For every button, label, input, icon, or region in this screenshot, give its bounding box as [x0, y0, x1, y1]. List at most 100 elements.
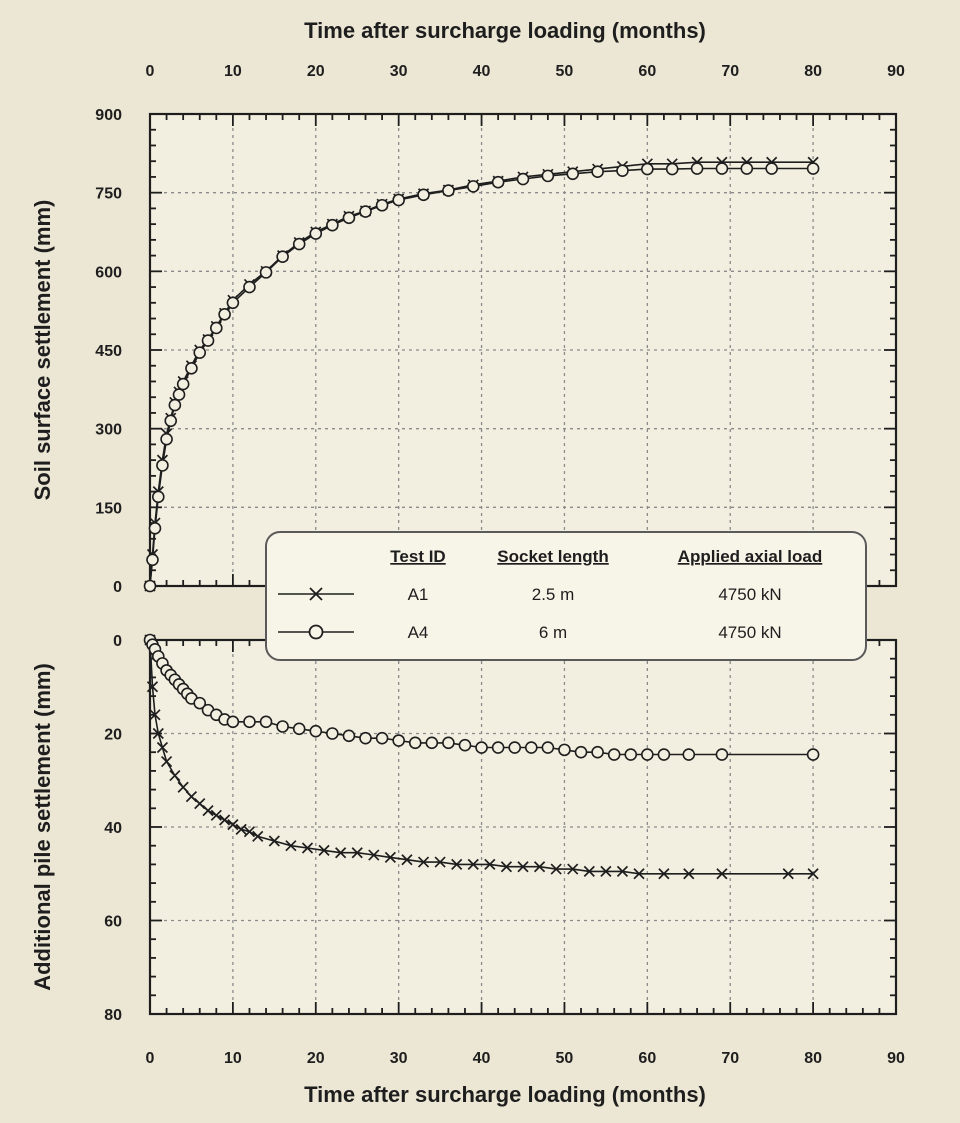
- x-axis-title-bottom: Time after surcharge loading (months): [304, 1082, 706, 1107]
- data-point: [616, 865, 629, 878]
- data-point: [508, 741, 522, 754]
- data-point: [467, 858, 479, 871]
- panel-top: 0 150 300 450 600 750 900 Soil surface settleme…: [30, 107, 898, 596]
- data-point: [226, 296, 240, 310]
- data-point: [359, 205, 372, 218]
- data-point: [401, 854, 413, 866]
- x-tick-label-bottom: 10: [224, 1050, 242, 1067]
- data-point: [193, 346, 207, 359]
- data-point: [665, 162, 679, 176]
- x-tick-label-bottom: 90: [887, 1050, 905, 1067]
- data-point: [782, 868, 794, 880]
- data-point: [156, 459, 169, 472]
- legend-marker-circle: [308, 624, 324, 640]
- data-point: [806, 162, 820, 175]
- y-axis-title-top: Soil surface settlement (mm): [30, 200, 55, 501]
- data-point: [491, 175, 505, 189]
- data-point: [765, 162, 778, 175]
- data-point: [235, 823, 247, 835]
- data-point: [484, 858, 496, 871]
- data-point: [285, 840, 297, 852]
- data-point: [194, 798, 206, 810]
- data-point: [591, 165, 604, 178]
- data-point: [227, 819, 239, 831]
- x-tick-label-top: 60: [638, 63, 656, 80]
- y-tick-label: 80: [104, 1007, 122, 1024]
- data-point: [151, 490, 165, 504]
- data-point: [633, 868, 645, 880]
- data-point: [243, 826, 256, 838]
- data-point: [146, 681, 159, 693]
- data-point: [252, 830, 264, 842]
- legend-test-id: A4: [408, 623, 429, 642]
- data-point: [301, 842, 314, 854]
- data-point: [185, 791, 198, 803]
- y-tick-label: 20: [104, 727, 122, 744]
- legend-socket-length: 6 m: [539, 623, 567, 642]
- x-tick-label-top: 10: [224, 63, 242, 80]
- data-point: [458, 738, 472, 752]
- y-tick-label: 750: [95, 186, 122, 203]
- x-tick-label-bottom: 70: [721, 1050, 739, 1067]
- legend-box: [265, 531, 867, 661]
- data-point: [176, 377, 190, 391]
- legend-test-id: A1: [408, 585, 429, 604]
- x-tick-label-bottom: 40: [473, 1050, 491, 1067]
- y-tick-label: 900: [95, 107, 122, 124]
- data-point: [624, 748, 638, 761]
- data-point: [368, 849, 380, 861]
- legend-header: Socket length: [497, 547, 608, 566]
- data-point: [375, 198, 389, 212]
- data-point: [292, 237, 306, 251]
- data-point: [425, 736, 439, 750]
- x-tick-label-top: 90: [887, 63, 905, 80]
- data-point: [533, 861, 546, 873]
- legend-axial-load: 4750 kN: [718, 585, 781, 604]
- data-point: [318, 844, 330, 856]
- data-point: [201, 334, 215, 347]
- x-tick-label-bottom: 30: [390, 1050, 408, 1067]
- data-point: [591, 745, 604, 759]
- x-tick-label-bottom: 80: [804, 1050, 822, 1067]
- data-point: [607, 748, 621, 761]
- data-point: [202, 805, 214, 817]
- data-point: [351, 847, 363, 859]
- data-point: [259, 266, 273, 279]
- legend-row-A1: A1 2.5 m 4750 kN: [278, 585, 782, 604]
- legend-header: Test ID: [390, 547, 445, 566]
- y-tick-label: 60: [104, 914, 122, 931]
- data-point: [392, 734, 405, 747]
- data-point: [146, 553, 159, 567]
- data-point: [326, 727, 339, 740]
- data-point: [309, 724, 323, 738]
- x-tick-label-top: 40: [473, 63, 491, 80]
- data-point: [442, 184, 455, 197]
- data-point: [657, 748, 671, 761]
- data-point: [375, 731, 389, 745]
- data-point: [164, 414, 178, 428]
- data-point: [641, 748, 654, 761]
- data-point: [491, 741, 505, 754]
- data-point: [500, 861, 513, 873]
- x-tick-label-top: 0: [146, 63, 155, 80]
- data-point: [807, 868, 819, 880]
- data-point: [309, 227, 323, 240]
- data-point: [600, 865, 612, 878]
- data-point: [567, 863, 579, 875]
- data-point: [683, 868, 695, 880]
- data-point: [616, 164, 629, 177]
- data-point: [210, 809, 222, 821]
- series-A1-bottom: [144, 634, 819, 880]
- data-point: [442, 736, 455, 750]
- data-point: [156, 741, 169, 754]
- data-point: [408, 736, 422, 750]
- legend-marker-x: [309, 587, 323, 601]
- data-point: [524, 741, 538, 754]
- y-tick-label: 150: [95, 500, 122, 517]
- x-axis-title-top: Time after surcharge loading (months): [304, 18, 706, 43]
- series-A4-top: [143, 162, 820, 593]
- x-tick-label-top: 70: [721, 63, 739, 80]
- data-point: [243, 715, 256, 729]
- data-point: [384, 851, 396, 863]
- data-point: [641, 162, 654, 176]
